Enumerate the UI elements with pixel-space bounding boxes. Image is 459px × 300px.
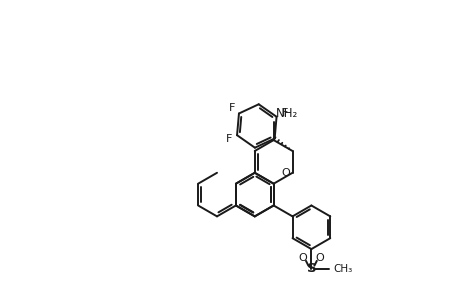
Text: O: O <box>298 253 307 263</box>
Text: S: S <box>306 262 315 275</box>
Text: F: F <box>228 103 235 113</box>
Text: O: O <box>281 168 290 178</box>
Text: O: O <box>315 253 324 263</box>
Text: CH₃: CH₃ <box>332 264 352 274</box>
Text: NH₂: NH₂ <box>275 106 297 120</box>
Text: F: F <box>225 134 232 144</box>
Text: F: F <box>281 108 287 118</box>
